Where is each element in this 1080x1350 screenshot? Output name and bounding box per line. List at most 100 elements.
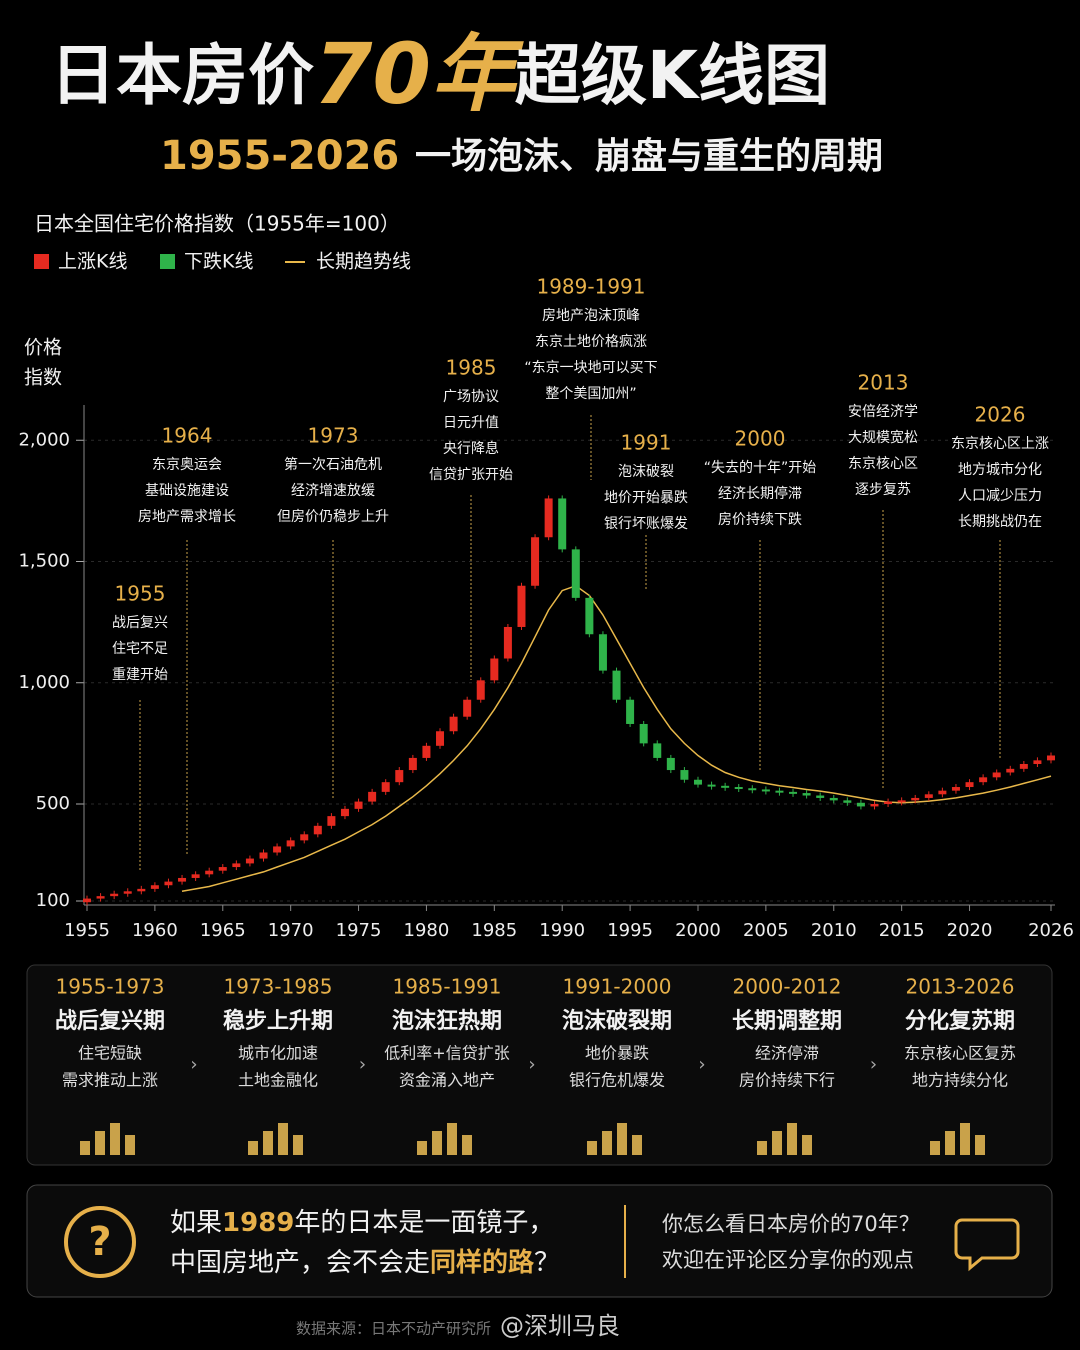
x-tick-label: 1985 [471, 920, 517, 941]
annotation-text: 长期挑战仍在 [958, 514, 1042, 530]
candle [245, 858, 254, 864]
annotation-text: 东京核心区 [848, 456, 918, 472]
prompt: 你怎么看日本房价的70年？ [662, 1212, 920, 1236]
stage-title: 稳步上升期 [223, 1008, 333, 1034]
candle [829, 797, 838, 801]
x-tick-label: 2015 [879, 920, 925, 941]
legend-label: 下跌K线 [184, 251, 253, 273]
annotation-text: 基础设施建设 [145, 482, 229, 499]
annotation-text: “东京一块地可以买下 [524, 360, 657, 376]
candle [965, 782, 974, 788]
candle [571, 549, 580, 598]
stage-icon [278, 1123, 288, 1155]
stage-text: 银行危机爆发 [569, 1071, 665, 1090]
candle [368, 791, 377, 802]
title-highlight: 70年 [314, 25, 524, 123]
stage-icon [930, 1141, 940, 1155]
question-highlight: 同样的路 [430, 1247, 535, 1278]
candle [164, 881, 173, 886]
candle [490, 658, 499, 681]
stage-icon [975, 1135, 985, 1155]
subtitle-years: 1955-2026 [160, 133, 399, 179]
legend-label: 长期趋势线 [316, 251, 411, 273]
stage-period: 2013-2026 [905, 975, 1014, 999]
annotation-text: 经济长期停滞 [718, 485, 802, 502]
x-tick-label: 2005 [743, 920, 789, 941]
question-icon [64, 1206, 136, 1278]
candle [340, 808, 349, 817]
candle [911, 797, 920, 801]
candle [137, 888, 146, 892]
candle [259, 852, 268, 859]
x-tick-label: 1990 [539, 920, 585, 941]
candle [721, 785, 730, 788]
stage-icon [447, 1123, 457, 1155]
stage-text: 需求推动上涨 [62, 1071, 158, 1090]
stage-icon [617, 1123, 627, 1155]
plot: 上涨K线 下跌K线 长期趋势线 100 500 1,000 1,500 2,000 1955 19… [18, 251, 1073, 942]
stage-icon [602, 1131, 612, 1155]
candle [1006, 768, 1015, 773]
stage-period: 1973-1985 [223, 975, 332, 999]
stage-text: 房价持续下行 [739, 1071, 835, 1090]
title-part: 超级K线图 [515, 37, 830, 114]
stage-text: 住宅短缺 [78, 1044, 142, 1063]
annotation-text: 经济增速放缓 [291, 483, 375, 499]
stage-text: 经济停滞 [755, 1044, 819, 1063]
stage-period: 1985-1991 [392, 975, 501, 999]
stage-arrow: › [359, 1054, 366, 1075]
annotation-year: 1973 [308, 424, 359, 448]
candle [232, 863, 241, 868]
x-tick-label: 2026 [1028, 920, 1074, 941]
prompt: 欢迎在评论区分享你的观点 [662, 1248, 914, 1272]
candle [951, 787, 960, 791]
annotation-text: 房价持续下跌 [718, 511, 802, 528]
candle [300, 834, 309, 841]
candle [150, 885, 159, 889]
annotation-text: 日元升值 [443, 415, 499, 431]
stage-icon [417, 1141, 427, 1155]
annotation-text: 房地产泡沫顶峰 [542, 308, 640, 324]
candle [110, 893, 119, 897]
candle [979, 777, 988, 783]
candle [843, 800, 852, 803]
annotation-year: 1985 [446, 356, 497, 380]
annotation-text: 安倍经济学 [848, 404, 918, 420]
stage-title: 分化复苏期 [905, 1008, 1015, 1034]
candle [436, 731, 445, 746]
annotation-year: 1955 [115, 582, 166, 606]
legend-swatch [34, 254, 49, 269]
candle [395, 770, 404, 783]
question-text: 中国房地产，会不会走 [170, 1248, 430, 1278]
stage-text: 土地金融化 [238, 1071, 318, 1090]
candle [422, 745, 431, 758]
candle [707, 784, 716, 787]
x-tick-label: 1955 [64, 920, 110, 941]
annotation-text: 东京土地价格疯涨 [535, 334, 647, 350]
x-tick-label: 1975 [336, 920, 382, 941]
annotation-year: 1964 [162, 424, 213, 448]
candle [531, 537, 540, 586]
annotation-year: 2013 [858, 371, 909, 395]
candle [870, 804, 879, 807]
candle [734, 787, 743, 790]
candle [639, 723, 648, 744]
annotation-text: 战后复兴 [112, 614, 168, 631]
stage-text: 低利率+信贷扩张 [384, 1044, 509, 1063]
watermark: @深圳马良 [500, 1312, 620, 1340]
stage-icon [263, 1131, 273, 1155]
x-tick-label: 2020 [947, 920, 993, 941]
annotation-text: 东京核心区上涨 [951, 436, 1049, 452]
source: 数据来源：日本不动产研究所 [296, 1320, 491, 1338]
candle [693, 779, 702, 785]
candle [598, 634, 607, 671]
candle [924, 794, 933, 798]
stage-icon [125, 1135, 135, 1155]
annotation-text: 泡沫破裂 [618, 464, 674, 480]
annotation-text: 逐步复苏 [855, 481, 911, 498]
candle [897, 800, 906, 803]
candle [96, 896, 105, 899]
candle [802, 793, 811, 796]
